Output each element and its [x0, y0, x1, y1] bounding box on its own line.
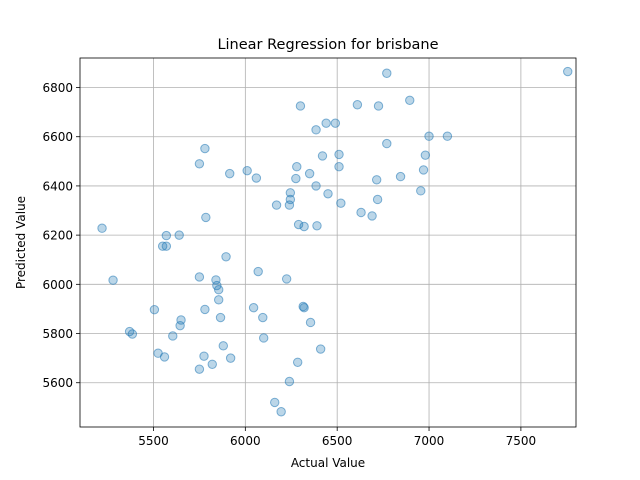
- scatter-point: [253, 266, 263, 277]
- scatter-point: [292, 357, 303, 368]
- scatter-point: [304, 168, 315, 179]
- y-tick-label: 6600: [42, 130, 73, 144]
- scatter-point: [149, 304, 160, 315]
- scatter-point: [295, 101, 306, 111]
- scatter-point: [276, 407, 286, 417]
- scatter-point: [323, 189, 333, 199]
- scatter-point: [168, 331, 178, 341]
- x-axis-ticks: 5500 6000 6500 7000 7500: [138, 427, 536, 448]
- x-tick-label: 6000: [230, 434, 261, 448]
- scatter-point: [161, 230, 172, 241]
- scatter-point: [424, 131, 434, 141]
- scatter-point: [356, 207, 366, 218]
- scatter-point: [311, 181, 321, 191]
- scatter-point: [108, 275, 118, 285]
- scatter-point: [330, 118, 341, 128]
- plot-frame: [79, 57, 577, 428]
- scatter-point: [259, 333, 269, 343]
- scatter-point: [207, 359, 217, 369]
- scatter-point: [311, 125, 321, 135]
- y-tick-label: 5600: [42, 376, 73, 390]
- scatter-point: [382, 138, 392, 149]
- scatter-point: [194, 159, 205, 169]
- scatter-point: [213, 285, 224, 295]
- scatter-point: [292, 162, 302, 172]
- scatter-point: [271, 200, 282, 210]
- scatter-point: [442, 131, 453, 141]
- y-axis-ticks: 5600 5800 6000 6200 6400 6600 6800: [42, 81, 80, 390]
- scatter-point: [291, 173, 301, 184]
- data-points: [97, 66, 573, 417]
- scatter-point: [213, 295, 224, 305]
- scatter-point: [382, 68, 392, 78]
- scatter-point: [373, 101, 384, 111]
- scatter-point: [416, 186, 426, 196]
- scatter-point: [321, 118, 331, 128]
- plot-area: [80, 58, 576, 427]
- scatter-point: [157, 241, 168, 251]
- scatter-point: [352, 100, 363, 110]
- scatter-point: [97, 223, 107, 233]
- scatter-point: [336, 198, 346, 208]
- scatter-point: [225, 353, 236, 363]
- scatter-point: [285, 188, 296, 198]
- x-axis-label: Actual Value: [291, 456, 365, 470]
- scatter-point: [317, 151, 328, 161]
- x-tick-label: 5500: [138, 434, 169, 448]
- scatter-point: [281, 274, 292, 284]
- scatter-point: [176, 315, 186, 325]
- x-tick-label: 6500: [322, 434, 353, 448]
- scatter-point: [418, 165, 429, 175]
- scatter-point: [215, 312, 226, 323]
- scatter-point: [395, 171, 406, 182]
- scatter-point: [334, 149, 344, 160]
- scatter-point: [420, 150, 431, 160]
- scatter-point: [200, 143, 210, 154]
- y-tick-label: 5800: [42, 327, 73, 341]
- scatter-point: [218, 341, 228, 351]
- scatter-point: [293, 219, 304, 230]
- y-tick-label: 6000: [42, 278, 73, 292]
- scatter-point: [299, 221, 309, 232]
- scatter-point: [284, 376, 295, 387]
- scatter-point: [174, 230, 184, 240]
- scatter-point: [194, 364, 205, 374]
- scatter-point: [201, 212, 211, 223]
- scatter-point: [248, 302, 259, 313]
- x-tick-label: 7000: [414, 434, 445, 448]
- scatter-point: [285, 194, 296, 205]
- scatter-point: [221, 252, 231, 262]
- scatter-point: [161, 241, 172, 251]
- y-tick-label: 6800: [42, 81, 73, 95]
- scatter-point: [315, 344, 326, 354]
- scatter-point: [194, 272, 205, 282]
- y-axis-label: Predicted Value: [14, 196, 28, 289]
- scatter-point: [334, 162, 344, 172]
- y-tick-label: 6200: [42, 229, 73, 243]
- scatter-point: [372, 194, 383, 205]
- y-tick-label: 6400: [42, 179, 73, 193]
- scatter-point: [299, 302, 309, 313]
- scatter-point: [159, 352, 170, 362]
- scatter-point: [563, 66, 573, 77]
- scatter-point: [367, 211, 377, 221]
- scatter-point: [405, 95, 415, 106]
- scatter-point: [200, 304, 210, 315]
- scatter-point: [225, 168, 235, 179]
- scatter-point: [242, 165, 252, 176]
- scatter-point: [371, 175, 382, 185]
- scatter-point: [270, 397, 280, 408]
- scatter-point: [258, 312, 268, 323]
- scatter-point: [305, 317, 316, 328]
- scatter-point: [127, 329, 138, 339]
- scatter-point: [199, 351, 209, 361]
- x-tick-label: 7500: [506, 434, 537, 448]
- scatter-point: [312, 221, 322, 231]
- chart-title: Linear Regression for brisbane: [217, 37, 438, 53]
- scatter-point: [251, 173, 262, 183]
